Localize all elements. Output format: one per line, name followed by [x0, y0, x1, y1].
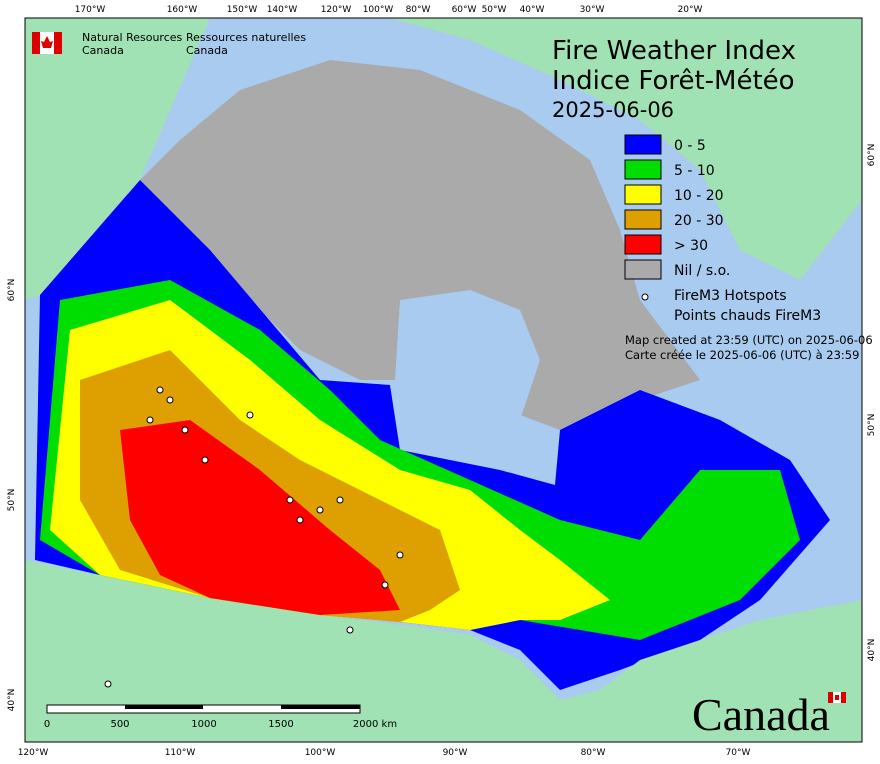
- left-coordinate: 60°N: [7, 279, 17, 302]
- greenland: [390, 18, 862, 280]
- hotspot-label-fr: Points chauds FireM3: [674, 308, 821, 324]
- us-east: [560, 600, 862, 742]
- legend-swatch: [624, 234, 662, 255]
- top-coordinate: 170°W: [75, 5, 106, 15]
- top-coordinate: 120°W: [321, 5, 352, 15]
- legend-label: 20 - 30: [674, 213, 724, 229]
- flag-band: [841, 692, 846, 703]
- hotspot: [181, 426, 189, 434]
- title-en: Fire Weather Index: [552, 36, 796, 66]
- legend-swatch: [624, 259, 662, 280]
- maple-leaf: [835, 695, 839, 700]
- hotspot: [346, 626, 354, 634]
- top-coordinate: 140°W: [267, 5, 298, 15]
- hotspot: [336, 496, 344, 504]
- flag-band: [32, 32, 40, 54]
- bottom-coordinate: 100°W: [305, 748, 336, 758]
- hotspot-label-en: FireM3 Hotspots: [674, 288, 787, 304]
- top-coordinate: 100°W: [363, 5, 394, 15]
- scale-label: 2000 km: [353, 719, 397, 730]
- alaska: [25, 18, 210, 300]
- org-name-en: Canada: [82, 44, 124, 57]
- legend-label: 0 - 5: [674, 138, 706, 154]
- legend-label: 10 - 20: [674, 188, 724, 204]
- top-coordinate: 150°W: [227, 5, 258, 15]
- bottom-coordinate: 90°W: [443, 748, 468, 758]
- title-fr: Indice Forêt-Météo: [552, 66, 795, 96]
- maple-leaf: [41, 36, 53, 48]
- hotspot: [286, 496, 294, 504]
- fwi-extreme: [120, 420, 400, 615]
- legend-swatch: [624, 209, 662, 230]
- created-note: Carte créée le 2025-06-06 (UTC) à 23:59: [625, 348, 859, 362]
- flag-band: [54, 32, 62, 54]
- map-frame: [24, 17, 863, 743]
- bottom-coordinate: 110°W: [165, 748, 196, 758]
- arctic-land: [140, 60, 700, 430]
- org-name-fr: Canada: [186, 44, 228, 57]
- top-coordinate: 40°W: [520, 5, 545, 15]
- scale-label: 1000: [191, 719, 216, 730]
- flag-band: [828, 692, 833, 703]
- legend-label: > 30: [674, 238, 708, 254]
- right-coordinate: 60°N: [867, 144, 877, 167]
- bottom-coordinate: 70°W: [726, 748, 751, 758]
- hotspot: [166, 396, 174, 404]
- hotspot: [156, 386, 164, 394]
- legend-swatch: [624, 184, 662, 205]
- flag: [32, 32, 62, 54]
- title-date: 2025-06-06: [552, 98, 674, 122]
- canada-wordmark: Canada: [692, 689, 830, 740]
- top-coordinate: 20°W: [678, 5, 703, 15]
- hotspot: [104, 680, 112, 688]
- hotspot: [296, 516, 304, 524]
- hotspot: [246, 411, 254, 419]
- bottom-coordinate: 120°W: [18, 748, 49, 758]
- created-note: Map created at 23:59 (UTC) on 2025-06-06: [625, 333, 873, 347]
- legend-swatch: [624, 159, 662, 180]
- hotspot: [201, 456, 209, 464]
- top-coordinate: 30°W: [580, 5, 605, 15]
- legend-swatch: [624, 134, 662, 155]
- top-coordinate: 80°W: [406, 5, 431, 15]
- hotspot: [316, 506, 324, 514]
- scale-segment: [125, 705, 203, 709]
- wordmark-flag: [828, 692, 846, 703]
- left-coordinate: 40°N: [7, 689, 17, 712]
- top-coordinate: 60°W: [452, 5, 477, 15]
- scale-label: 500: [110, 719, 129, 730]
- right-coordinate: 50°N: [867, 414, 877, 437]
- right-coordinate: 40°N: [867, 639, 877, 662]
- hotspot-markers: [104, 386, 404, 688]
- hotspot-symbol: [641, 293, 649, 301]
- org-name-en: Natural Resources: [82, 31, 183, 44]
- scale-label: 0: [44, 719, 50, 730]
- top-coordinate: 160°W: [167, 5, 198, 15]
- hotspot: [396, 551, 404, 559]
- legend-label: Nil / s.o.: [674, 263, 730, 279]
- legend-label: 5 - 10: [674, 163, 715, 179]
- top-coordinate: 50°W: [482, 5, 507, 15]
- hotspot: [381, 581, 389, 589]
- scale-label: 1500: [268, 719, 293, 730]
- bottom-coordinate: 80°W: [581, 748, 606, 758]
- hotspot: [146, 416, 154, 424]
- left-coordinate: 50°N: [7, 489, 17, 512]
- org-name-fr: Ressources naturelles: [186, 31, 306, 44]
- scale-segment: [281, 705, 360, 709]
- hudson-bay: [395, 290, 540, 440]
